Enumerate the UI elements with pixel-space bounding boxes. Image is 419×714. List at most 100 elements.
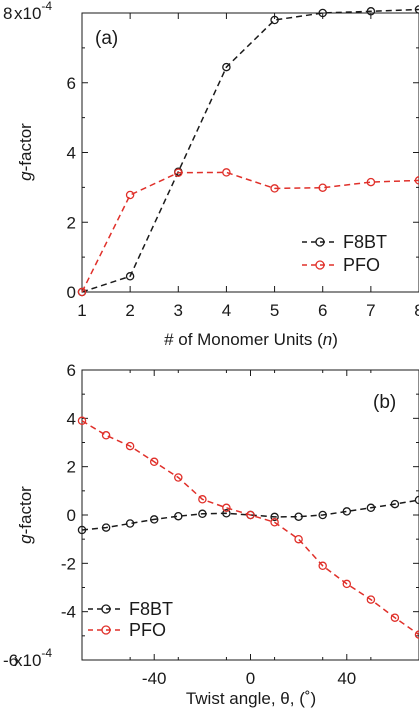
data-point-pfo [174, 168, 183, 177]
data-point-f8bt [77, 525, 87, 535]
panel-label: (a) [95, 28, 118, 49]
data-point-f8bt [318, 510, 327, 520]
data-point-f8bt [174, 511, 183, 521]
y-exponent-value: -4 [41, 646, 52, 660]
legend-marker-f8bt [315, 237, 325, 247]
legend-label-pfo: PFO [129, 620, 166, 640]
data-point-pfo [101, 431, 111, 440]
data-point-f8bt [222, 509, 231, 518]
legend-label-f8bt: F8BT [343, 232, 387, 252]
data-point-pfo [222, 168, 231, 177]
data-point-f8bt [366, 7, 376, 16]
y-exponent-label: x10-4 [14, 646, 52, 670]
x-tick-label: 4 [222, 301, 231, 320]
x-tick-label: 5 [270, 301, 279, 320]
x-tick-label: 8 [414, 301, 419, 320]
x-axis-label: # of Monomer Units (n) [164, 330, 338, 349]
ticks-layer: -6 -4 -2 0 2 4 6 -40 0 40 [3, 361, 419, 688]
legend: F8BT PFO [302, 232, 387, 275]
legend-marker-pfo [101, 625, 111, 635]
y-exponent-multiplier: x10 [14, 651, 41, 670]
data-point-pfo [246, 510, 255, 520]
data-point-pfo [366, 177, 376, 187]
data-point-pfo [174, 473, 183, 482]
y-tick-label: 4 [67, 409, 76, 428]
data-point-pfo [366, 595, 376, 604]
legend-marker-pfo [315, 260, 325, 270]
data-point-pfo [77, 287, 87, 297]
y-exponent-value: -4 [41, 0, 52, 13]
x-tick-label: 0 [246, 669, 255, 688]
data-point-pfo [149, 457, 159, 467]
data-point-f8bt [414, 495, 419, 505]
y-axis-label: g-factor [16, 123, 35, 181]
data-point-pfo [270, 518, 279, 527]
series-line-pfo [81, 420, 419, 636]
y-axis-label-italic: g [16, 171, 35, 181]
data-point-f8bt [366, 503, 376, 513]
data-point-f8bt [390, 499, 400, 509]
y-axis-label: g-factor [16, 486, 35, 544]
data-point-f8bt [318, 8, 327, 18]
legend-label-f8bt: F8BT [129, 599, 173, 619]
x-tick-label: 6 [318, 301, 327, 320]
data-point-pfo [342, 579, 352, 589]
legend: F8BT PFO [88, 599, 173, 640]
legend-label-pfo: PFO [343, 255, 380, 275]
legend-marker-f8bt [101, 604, 111, 614]
ticks-layer: 0 2 4 6 8 1 2 3 4 5 6 7 8 [3, 4, 419, 320]
series-line-f8bt [81, 8, 419, 293]
data-point-pfo [294, 534, 303, 544]
series-layer [77, 416, 419, 639]
y-axis-label-italic: g [16, 534, 35, 544]
data-point-pfo [198, 495, 207, 504]
y-axis-label-rest: -factor [16, 123, 35, 172]
data-point-f8bt [342, 507, 352, 516]
y-tick-label: 6 [67, 361, 76, 380]
data-point-f8bt [125, 272, 135, 281]
y-tick-label: 6 [67, 74, 76, 93]
x-tick-label: 2 [125, 301, 134, 320]
data-point-f8bt [294, 512, 303, 521]
legend-entry-f8bt: F8BT [302, 232, 387, 252]
x-tick-label: 1 [77, 301, 86, 320]
data-point-pfo [318, 561, 327, 571]
series-layer [77, 5, 419, 297]
series-line-f8bt [81, 499, 419, 531]
data-point-f8bt [101, 523, 111, 532]
x-axis-label-pre: # of Monomer Units ( [164, 330, 323, 349]
y-tick-label: -2 [61, 554, 76, 573]
x-tick-label: 40 [337, 669, 356, 688]
series-line-pfo [81, 171, 419, 293]
data-point-f8bt [198, 509, 207, 519]
data-point-f8bt [270, 512, 279, 522]
data-point-f8bt [149, 515, 159, 524]
y-exponent-label: x10-4 [14, 0, 52, 23]
y-tick-label: -4 [61, 603, 76, 622]
y-tick-label: 2 [67, 458, 76, 477]
x-tick-label: -40 [142, 669, 167, 688]
panel-a: 0 2 4 6 8 1 2 3 4 5 6 7 8 (a) x10-4 g-factor # of Mo… [3, 0, 419, 349]
data-point-pfo [390, 613, 400, 622]
y-tick-label: 0 [67, 506, 76, 525]
x-axis-label: Twist angle, θ, (˚) [186, 689, 316, 708]
data-point-pfo [125, 441, 135, 451]
y-tick-label: -6 [3, 651, 18, 670]
data-point-pfo [318, 183, 327, 192]
data-point-f8bt [125, 519, 135, 528]
y-tick-label: 8 [3, 4, 12, 23]
data-point-f8bt [270, 15, 279, 25]
data-point-pfo [125, 190, 135, 200]
y-exponent-multiplier: x10 [14, 4, 41, 23]
data-point-f8bt [222, 62, 231, 72]
legend-entry-f8bt: F8BT [88, 599, 173, 619]
y-tick-label: 0 [67, 283, 76, 302]
legend-entry-pfo: PFO [302, 255, 380, 275]
x-axis-label-italic: n [323, 330, 332, 349]
x-tick-label: 3 [174, 301, 183, 320]
data-point-pfo [270, 184, 279, 193]
x-tick-label: 7 [366, 301, 375, 320]
y-tick-label: 2 [67, 213, 76, 232]
